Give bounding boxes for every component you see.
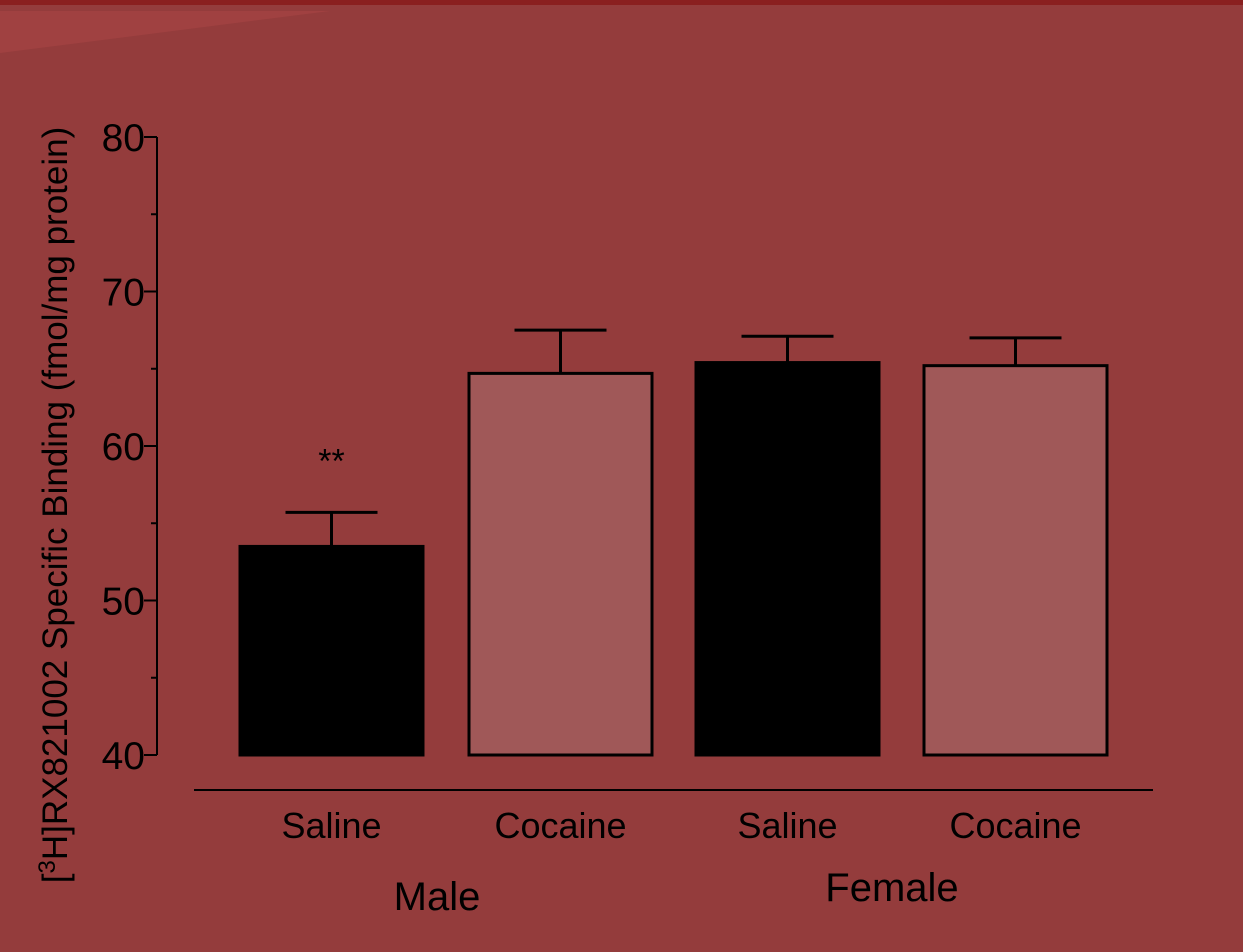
corner-highlight bbox=[0, 11, 330, 53]
group-label: Male bbox=[394, 875, 481, 919]
significance-label: ** bbox=[318, 442, 344, 480]
x-axis: Saline Cocaine Saline Cocaine Male Female bbox=[194, 789, 1153, 919]
x-tick-label: Cocaine bbox=[494, 805, 626, 846]
bar-chart: 40 50 60 70 80 ** Saline Cocaine Saline Cocaine… bbox=[0, 11, 1153, 919]
x-tick-label: Saline bbox=[281, 805, 381, 846]
y-tick-label: 60 bbox=[102, 426, 145, 469]
bar bbox=[694, 361, 881, 757]
bar bbox=[922, 364, 1109, 757]
x-tick-label: Cocaine bbox=[949, 805, 1081, 846]
bar bbox=[467, 371, 654, 757]
y-tick-label: 40 bbox=[102, 735, 145, 778]
y-tick-label: 80 bbox=[102, 117, 145, 160]
y-tick-label: 70 bbox=[102, 272, 145, 315]
y-axis-title: [3H]RX821002 Specific Binding (fmol/mg p… bbox=[34, 127, 75, 884]
x-tick-label: Saline bbox=[737, 805, 837, 846]
y-tick-label: 50 bbox=[102, 581, 145, 624]
bar bbox=[238, 544, 425, 757]
y-axis: 40 50 60 70 80 bbox=[102, 117, 158, 778]
group-label: Female bbox=[825, 866, 958, 910]
bars: ** bbox=[238, 328, 1109, 757]
